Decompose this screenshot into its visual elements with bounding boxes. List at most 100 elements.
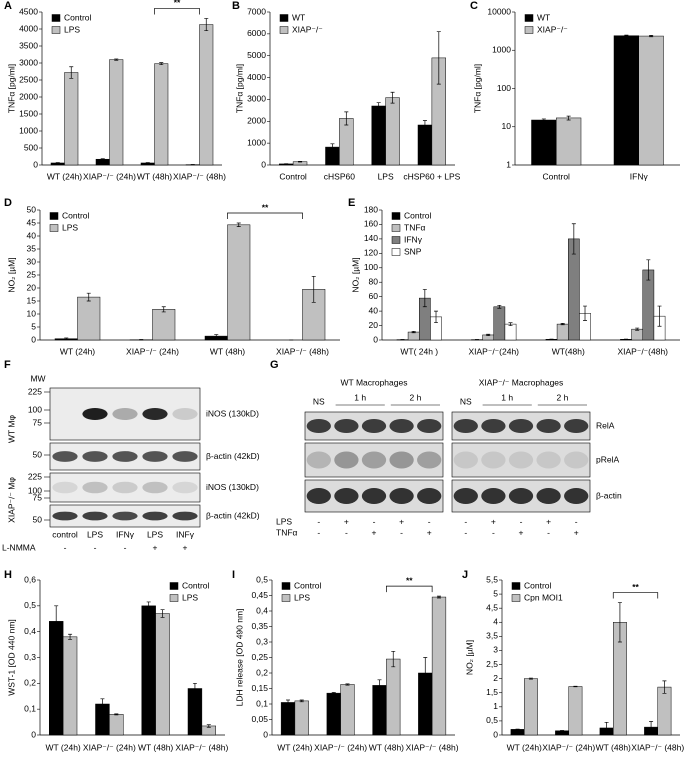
treatment-sign: + <box>399 516 404 526</box>
error-bar <box>436 595 441 599</box>
legend-label: LPS <box>62 222 78 232</box>
y-tick-label: 0,1 <box>24 703 36 713</box>
blot-band <box>142 451 168 462</box>
y-tick-label: 45 <box>27 217 37 227</box>
y-tick-label: 3500 <box>19 40 38 50</box>
band-label: β-actin <box>596 490 622 500</box>
x-tick-label: XIAP⁻/⁻(24h) <box>468 346 519 356</box>
x-tick-label: WT (24h) <box>277 742 312 752</box>
error-bar <box>646 259 651 281</box>
bar <box>386 658 401 736</box>
significance-bracket <box>227 212 303 219</box>
y-axis-label: WST-1 [OD 440 nm] <box>6 619 16 696</box>
treatment-sign: - <box>464 516 467 526</box>
y-tick-label: 3000 <box>247 94 266 104</box>
panel-letter: G <box>270 359 279 371</box>
bar <box>155 613 170 736</box>
mw-label: 50 <box>33 514 43 524</box>
x-tick-label: XIAP⁻/⁻ (24h) <box>83 171 136 181</box>
treatment-sign: + <box>427 527 432 537</box>
mw-label: 225 <box>28 471 42 481</box>
lane-label: INFγ <box>176 529 195 539</box>
y-tick-label: 4,5 <box>486 602 498 612</box>
bar <box>431 596 447 736</box>
legend-label: LPS <box>64 24 80 34</box>
treatment-sign: - <box>373 516 376 526</box>
y-tick-label: 140 <box>364 233 378 243</box>
x-tick-label: XIAP⁻/⁻ (48h) <box>631 742 684 752</box>
legend-label: IFNγ <box>404 234 423 244</box>
x-tick-label: WT (48h) <box>137 171 172 181</box>
x-tick-label: WT (48h) <box>369 742 404 752</box>
treatment-sign: - <box>428 516 431 526</box>
error-bar <box>54 605 59 638</box>
bar <box>531 119 557 166</box>
error-bar <box>192 682 197 695</box>
time-label: 1 h <box>501 392 513 402</box>
blot-band <box>306 451 331 469</box>
significance-bracket <box>386 585 433 593</box>
legend-label: Cpn MOI1 <box>524 592 563 602</box>
legend-swatch <box>281 582 291 590</box>
group-label: WT Macrophages <box>341 377 408 387</box>
y-tick-label: 5,5 <box>486 574 498 584</box>
error-bar <box>139 339 144 341</box>
y-tick-label: 7000 <box>247 6 266 16</box>
error-bar <box>436 31 441 85</box>
error-bar <box>411 330 416 334</box>
x-tick-label: LPS <box>378 171 394 181</box>
y-tick-label: 4000 <box>19 23 38 33</box>
legend-label: WT <box>292 12 305 22</box>
lane-label: control <box>52 529 78 539</box>
x-tick-label: XIAP⁻/⁻(48h) <box>617 346 668 356</box>
error-bar <box>422 120 427 130</box>
legend-swatch <box>169 594 179 602</box>
treatment-sign: + <box>153 542 158 552</box>
blot-band <box>361 451 387 469</box>
legend-swatch <box>281 594 291 602</box>
time-label: NS <box>313 396 325 406</box>
bar <box>340 684 355 736</box>
y-tick-label: 25 <box>27 269 37 279</box>
legend-swatch <box>511 582 521 590</box>
error-bar <box>331 692 336 695</box>
blot-strip <box>304 442 444 478</box>
error-bar <box>624 34 629 37</box>
y-tick-label: 0,35 <box>251 621 268 631</box>
blot-band <box>306 488 331 504</box>
bar <box>638 35 664 166</box>
error-bar <box>330 143 335 151</box>
y-tick-label: 0 <box>493 729 498 739</box>
error-bar <box>604 721 609 734</box>
time-label: 2 h <box>556 392 568 402</box>
treatment-sign: - <box>345 527 348 537</box>
treatment-sign: + <box>519 527 524 537</box>
y-tick-label: 2000 <box>19 91 38 101</box>
y-tick-label: 0,3 <box>24 652 36 662</box>
y-tick-label: 50 <box>27 204 37 214</box>
y-tick-label: 0 <box>31 334 36 344</box>
error-bar <box>345 683 350 686</box>
mw-label: 75 <box>33 417 43 427</box>
error-bar <box>560 323 565 326</box>
y-tick-label: 1 <box>493 701 498 711</box>
error-bar <box>423 657 428 689</box>
error-bar <box>146 601 151 611</box>
bar <box>556 323 569 341</box>
blot-band <box>536 488 561 504</box>
blot-band <box>389 451 414 469</box>
legend-label: Control <box>182 580 210 590</box>
blot-band <box>112 481 138 494</box>
error-bar <box>69 66 74 79</box>
y-tick-label: 2,5 <box>486 659 498 669</box>
band-label: β-actin (42kD) <box>206 510 260 520</box>
y-tick-label: 180 <box>364 204 378 214</box>
error-bar <box>657 305 662 327</box>
y-tick-label: 4000 <box>247 72 266 82</box>
y-tick-label: 1000 <box>247 137 266 147</box>
treatment-label: TNFα <box>276 527 298 537</box>
error-bar <box>635 327 640 331</box>
blot-band <box>564 451 589 469</box>
treatment-label: L-NMMA <box>2 542 36 552</box>
